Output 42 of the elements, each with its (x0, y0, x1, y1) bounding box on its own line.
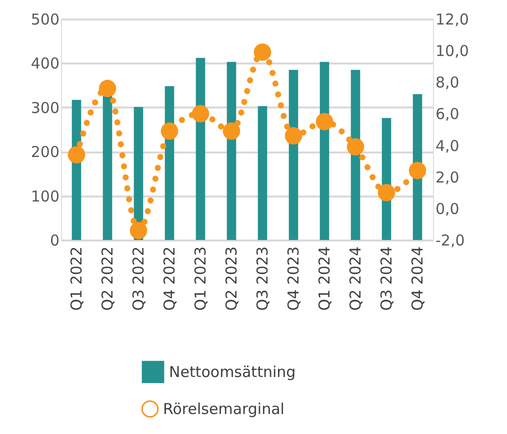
y2-tick-label: 12,0 (436, 10, 469, 28)
y2-tick-label: 10,0 (436, 42, 469, 60)
point (378, 184, 396, 202)
x-tick-label: Q1 2024 (316, 246, 334, 311)
point (284, 127, 302, 144)
point (346, 138, 364, 156)
point (316, 112, 334, 130)
y2-tick-label: 6,0 (436, 105, 460, 124)
x-tick-label: Q3 2024 (378, 246, 396, 311)
y-tick-label: 200 (30, 143, 60, 162)
x-tick-label: Q2 2024 (346, 246, 364, 311)
y2-tick-label: 0,0 (436, 200, 460, 218)
bar (258, 106, 268, 240)
point (160, 122, 178, 140)
x-tick-label: Q3 2023 (254, 246, 272, 311)
x-tick-label: Q1 2022 (68, 246, 86, 311)
y-tick-label: 500 (30, 10, 60, 28)
legend-label: Nettoomsättning (169, 363, 296, 381)
y2-tick-label: 4,0 (436, 136, 460, 155)
point (192, 105, 210, 122)
point (68, 146, 86, 164)
legend-label: Rörelsemarginal (163, 400, 284, 418)
x-tick-label: Q2 2022 (98, 246, 116, 311)
point (408, 162, 426, 180)
y-tick-label: 300 (30, 98, 60, 117)
point (222, 122, 240, 140)
bar (102, 94, 112, 240)
point (130, 222, 148, 240)
y-tick-label: 400 (30, 54, 60, 73)
x-tick-label: Q4 2023 (284, 246, 302, 311)
y2-tick-label: -2,0 (436, 232, 465, 250)
y-tick-label: 0 (50, 232, 60, 250)
y-tick-label: 100 (30, 187, 60, 206)
y2-tick-label: 8,0 (436, 74, 460, 92)
y2-tick-label: 2,0 (436, 168, 460, 186)
x-tick-label: Q4 2024 (408, 246, 426, 311)
x-tick-label: Q2 2023 (222, 246, 240, 311)
point (254, 44, 272, 61)
x-tick-label: Q3 2022 (130, 246, 148, 311)
x-tick-label: Q1 2023 (192, 246, 210, 311)
x-tick-label: Q4 2022 (160, 246, 178, 311)
point (98, 80, 116, 98)
